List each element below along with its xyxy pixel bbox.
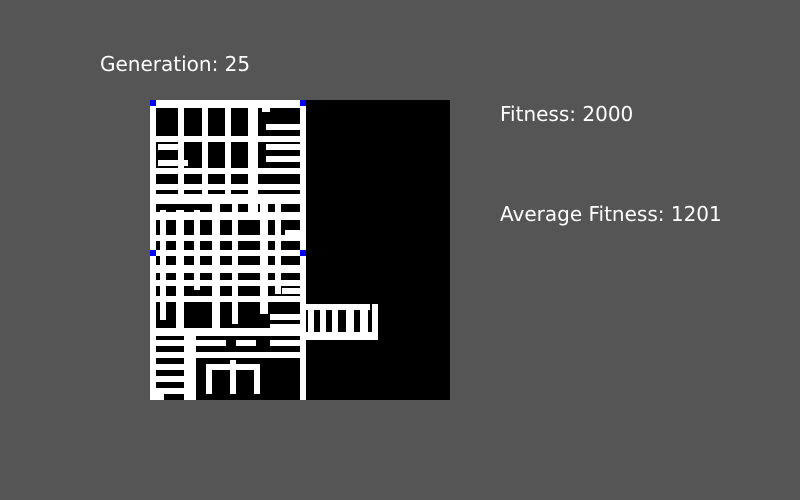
maze-paths [150,100,378,400]
maze-markers [150,100,306,256]
fitness-label: Fitness: 2000 [500,102,634,126]
generation-label: Generation: 25 [100,52,251,76]
marker-top-right [300,100,306,106]
maze-grid [150,100,450,400]
marker-mid-left [150,250,156,256]
marker-mid-right [300,250,306,256]
maze-holes [162,114,258,320]
marker-top-left [150,100,156,106]
average-fitness-label: Average Fitness: 1201 [500,202,722,226]
